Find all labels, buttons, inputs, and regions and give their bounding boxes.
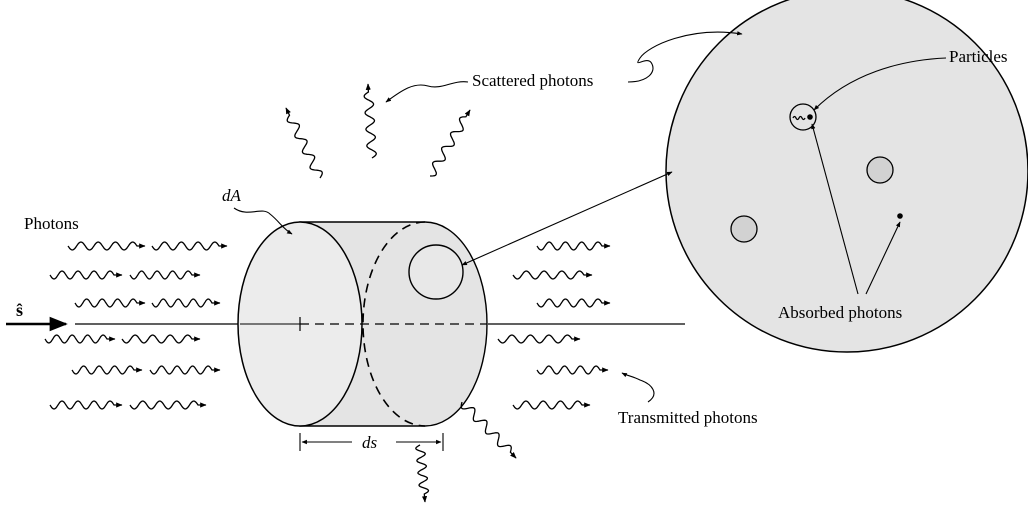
incoming-photon-9: [71, 365, 143, 375]
scattered-leader-left: [385, 81, 469, 103]
absorption-dot-2: [897, 213, 903, 219]
transmitted-photon-3: [536, 298, 611, 308]
scattered-photon-1: [285, 107, 323, 179]
scattered-photon-5: [415, 444, 430, 503]
particle-large-left: [730, 215, 758, 243]
particle-in-cylinder: [408, 244, 464, 300]
dA-leader: [233, 207, 293, 235]
incoming-photon-8: [121, 334, 201, 344]
cylinder-back-edge: [362, 221, 426, 427]
incoming-photon-1: [67, 241, 146, 251]
incoming-photon-5: [74, 298, 146, 308]
photons-label: Photons: [24, 214, 79, 233]
scattered-photon-3: [430, 109, 471, 177]
absorption-dot-1: [807, 114, 813, 120]
transmitted-leader: [621, 372, 655, 403]
scattered-leader-right: [627, 31, 743, 83]
transmitted-photon-2: [512, 270, 593, 280]
transmitted-label: Transmitted photons: [618, 408, 758, 427]
incoming-photon-6: [151, 298, 221, 308]
scattered-photon-4: [460, 401, 517, 459]
absorbed-leader-2: [865, 221, 901, 295]
absorbed-tiny-wave: [792, 115, 806, 121]
scattered-label: Scattered photons: [472, 71, 593, 90]
zoom-circle: [665, 0, 1028, 353]
transmitted-photon-1: [536, 241, 611, 251]
particles-label: Particles: [949, 47, 1008, 66]
incoming-photon-4: [129, 270, 201, 280]
incoming-photon-11: [49, 400, 123, 410]
particle-absorbing: [789, 103, 817, 131]
absorbed-label: Absorbed photons: [778, 303, 902, 322]
ds-label: ds: [362, 433, 378, 452]
incoming-photon-10: [149, 365, 221, 375]
incoming-photon-12: [129, 400, 207, 410]
absorbed-leader-1: [811, 123, 859, 295]
dA-label: dA: [222, 186, 242, 205]
scattered-photon-2: [363, 83, 377, 159]
transmitted-photon-4: [497, 334, 581, 344]
incoming-photon-3: [49, 270, 123, 280]
incoming-photon-2: [151, 241, 228, 251]
transmitted-photon-6: [512, 400, 591, 410]
particles-leader: [813, 57, 947, 111]
incoming-photon-7: [44, 334, 116, 344]
s-hat-label: ŝ: [16, 300, 23, 320]
transmitted-photon-5: [536, 365, 609, 375]
zoom-connector: [461, 171, 673, 266]
particle-large-right: [866, 156, 894, 184]
